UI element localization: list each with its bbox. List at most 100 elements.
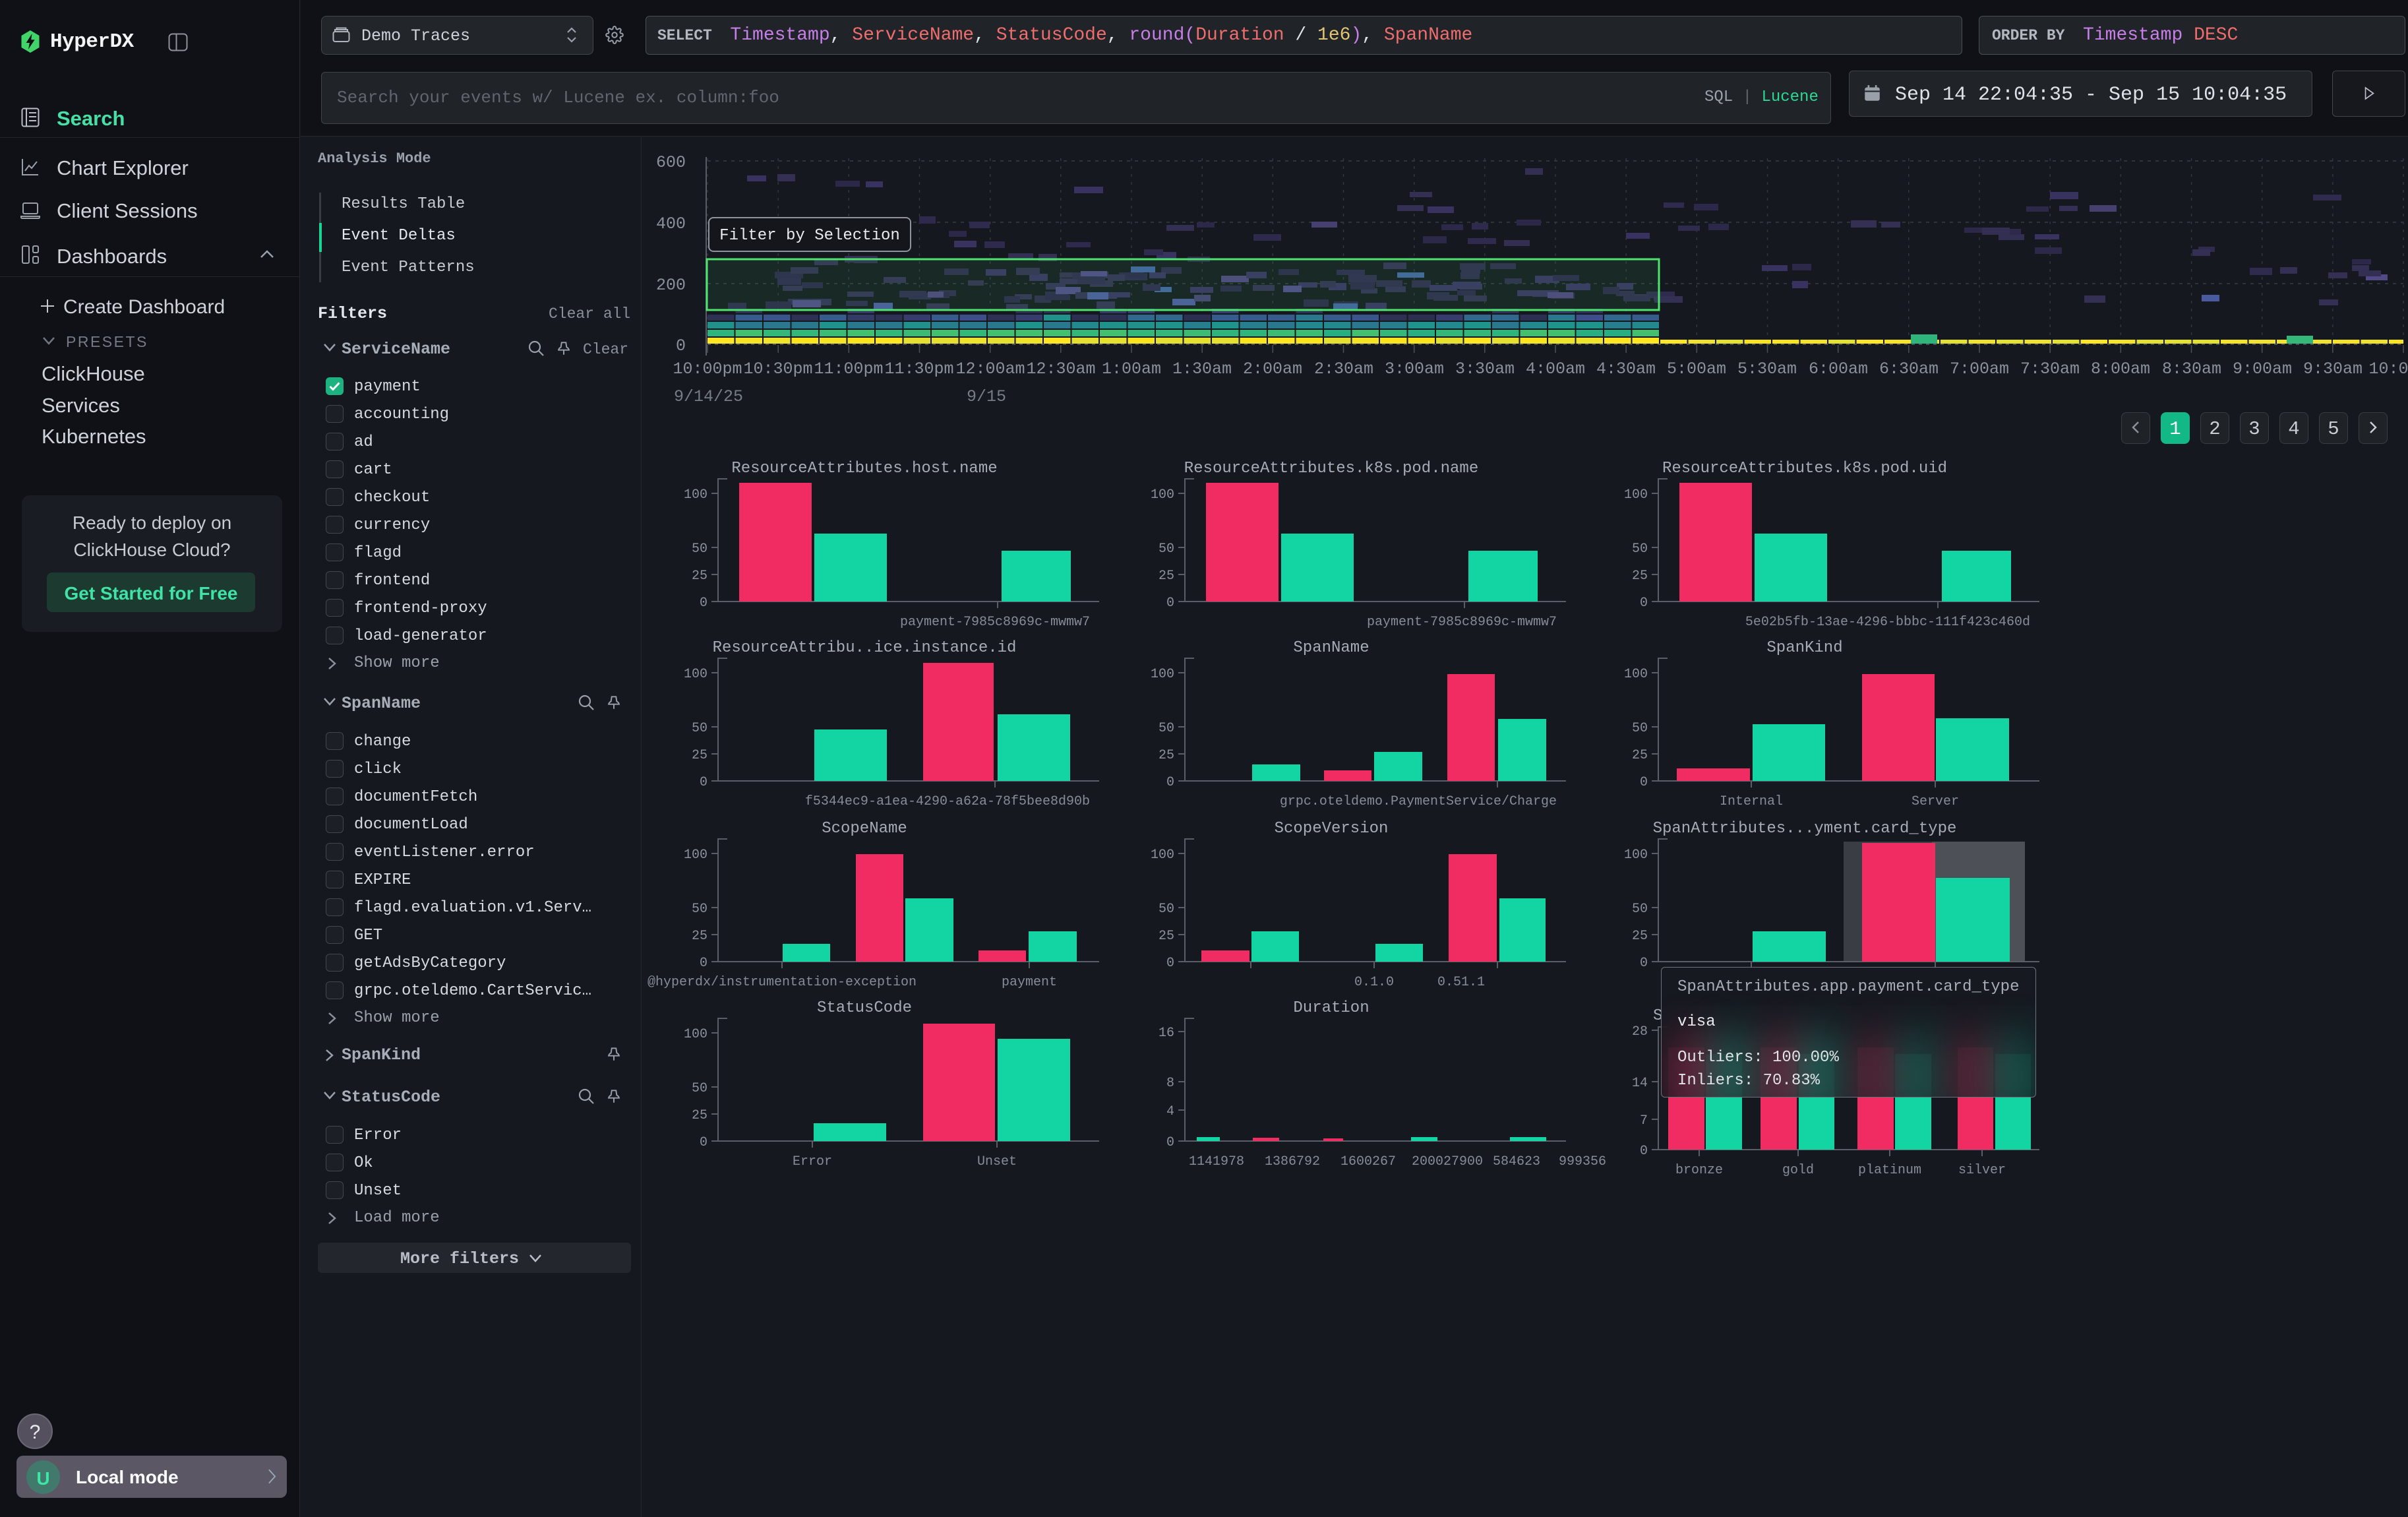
svg-text:S: S [1653, 1007, 1662, 1025]
svg-text:25: 25 [1159, 929, 1174, 944]
svg-text:9:00am: 9:00am [2233, 359, 2292, 379]
svg-text:grpc.oteldemo.PaymentService/C: grpc.oteldemo.PaymentService/Charge [1280, 794, 1557, 809]
svg-text:100: 100 [1624, 667, 1648, 682]
svg-text:6:00am: 6:00am [1809, 359, 1868, 379]
svg-text:100: 100 [684, 487, 707, 503]
svg-text:28: 28 [1632, 1024, 1648, 1039]
svg-text:0.51.1: 0.51.1 [1437, 975, 1485, 990]
svg-text:12:30am: 12:30am [1026, 359, 1095, 379]
svg-text:bronze: bronze [1675, 1163, 1723, 1178]
svg-text:Duration: Duration [1293, 999, 1369, 1017]
svg-text:0: 0 [1166, 956, 1174, 971]
svg-text:10:30pm: 10:30pm [743, 359, 812, 379]
svg-text:1141978: 1141978 [1189, 1154, 1244, 1169]
svg-text:50: 50 [1632, 542, 1648, 557]
svg-text:3:00am: 3:00am [1385, 359, 1444, 379]
svg-text:4: 4 [1166, 1104, 1174, 1119]
svg-text:silver: silver [1958, 1163, 2006, 1178]
svg-text:10:00pm: 10:00pm [673, 359, 742, 379]
svg-text:50: 50 [1632, 902, 1648, 917]
svg-text:0: 0 [700, 1135, 707, 1150]
svg-text:7: 7 [1640, 1113, 1648, 1129]
svg-text:Unset: Unset [977, 1154, 1017, 1169]
svg-text:4:30am: 4:30am [1596, 359, 1656, 379]
svg-text:SpanName: SpanName [1293, 639, 1369, 657]
svg-text:ResourceAttribu..ice.instance.: ResourceAttribu..ice.instance.id [713, 639, 1017, 657]
svg-text:16: 16 [1159, 1026, 1174, 1041]
svg-text:Server: Server [1911, 794, 1959, 809]
svg-text:25: 25 [1632, 569, 1648, 584]
svg-text:StatusCode: StatusCode [817, 999, 912, 1017]
svg-text:50: 50 [692, 542, 707, 557]
svg-text:1:30am: 1:30am [1172, 359, 1232, 379]
svg-text:7:00am: 7:00am [1950, 359, 2009, 379]
svg-text:25: 25 [1632, 929, 1648, 944]
svg-text:25: 25 [692, 929, 707, 944]
svg-text:0: 0 [700, 596, 707, 611]
svg-text:200: 200 [656, 276, 686, 295]
svg-text:ResourceAttributes.k8s.pod.uid: ResourceAttributes.k8s.pod.uid [1662, 460, 1947, 478]
svg-text:9:30am: 9:30am [2303, 359, 2363, 379]
svg-text:100: 100 [1151, 487, 1174, 503]
svg-text:1:00am: 1:00am [1102, 359, 1161, 379]
svg-text:0: 0 [1640, 956, 1648, 971]
svg-text:50: 50 [692, 721, 707, 736]
svg-text:0: 0 [676, 336, 686, 356]
svg-text:50: 50 [1159, 721, 1174, 736]
svg-text:4:00am: 4:00am [1526, 359, 1585, 379]
svg-text:100: 100 [1151, 667, 1174, 682]
svg-text:0: 0 [700, 775, 707, 790]
svg-text:3:30am: 3:30am [1455, 359, 1515, 379]
svg-text:Error: Error [793, 1154, 832, 1169]
svg-text:@hyperdx/instrumentation-excep: @hyperdx/instrumentation-exception [647, 975, 917, 990]
svg-text:ScopeVersion: ScopeVersion [1275, 820, 1389, 838]
svg-text:11:00pm: 11:00pm [814, 359, 883, 379]
svg-text:0: 0 [1640, 775, 1648, 790]
svg-text:gold: gold [1782, 1163, 1814, 1178]
svg-text:200027900: 200027900 [1412, 1154, 1483, 1169]
svg-text:8:30am: 8:30am [2162, 359, 2221, 379]
svg-text:999356: 999356 [1559, 1154, 1606, 1169]
svg-text:ResourceAttributes.k8s.pod.nam: ResourceAttributes.k8s.pod.name [1184, 460, 1478, 478]
svg-text:11:30pm: 11:30pm [884, 359, 953, 379]
svg-text:f5344ec9-a1ea-4290-a62a-78f5be: f5344ec9-a1ea-4290-a62a-78f5bee8d90b [805, 794, 1090, 809]
svg-text:584623: 584623 [1493, 1154, 1540, 1169]
svg-text:8: 8 [1166, 1076, 1174, 1091]
svg-text:50: 50 [1159, 542, 1174, 557]
svg-text:8:00am: 8:00am [2091, 359, 2150, 379]
svg-text:payment-7985c8969c-mwmw7: payment-7985c8969c-mwmw7 [900, 615, 1090, 630]
svg-text:0: 0 [1166, 775, 1174, 790]
svg-text:0: 0 [700, 956, 707, 971]
svg-text:platinum: platinum [1858, 1163, 1921, 1178]
svg-text:5:30am: 5:30am [1737, 359, 1797, 379]
svg-text:25: 25 [1159, 748, 1174, 763]
svg-text:ScopeName: ScopeName [822, 820, 907, 838]
svg-text:0: 0 [1166, 1135, 1174, 1150]
svg-text:25: 25 [692, 748, 707, 763]
svg-text:100: 100 [684, 1027, 707, 1042]
svg-text:payment: payment [1002, 975, 1057, 990]
svg-text:0: 0 [1640, 596, 1648, 611]
svg-text:1600267: 1600267 [1340, 1154, 1396, 1169]
svg-text:6:30am: 6:30am [1879, 359, 1939, 379]
svg-text:50: 50 [1159, 902, 1174, 917]
svg-text:100: 100 [1624, 848, 1648, 863]
svg-text:14: 14 [1632, 1076, 1648, 1091]
svg-text:ResourceAttributes.host.name: ResourceAttributes.host.name [731, 460, 997, 478]
svg-text:100: 100 [1151, 848, 1174, 863]
svg-text:100: 100 [684, 667, 707, 682]
svg-text:0: 0 [1640, 1144, 1648, 1159]
svg-text:25: 25 [692, 569, 707, 584]
svg-text:50: 50 [1632, 721, 1648, 736]
svg-text:0.1.0: 0.1.0 [1354, 975, 1394, 990]
svg-text:2:30am: 2:30am [1314, 359, 1373, 379]
svg-text:25: 25 [1159, 569, 1174, 584]
svg-text:600: 600 [656, 153, 686, 172]
svg-text:50: 50 [692, 902, 707, 917]
svg-text:10:00am: 10:00am [2368, 359, 2408, 379]
svg-text:5:00am: 5:00am [1667, 359, 1726, 379]
svg-text:400: 400 [656, 214, 686, 233]
svg-text:1386792: 1386792 [1265, 1154, 1320, 1169]
svg-text:25: 25 [692, 1108, 707, 1123]
svg-text:payment-7985c8969c-mwmw7: payment-7985c8969c-mwmw7 [1367, 615, 1557, 630]
